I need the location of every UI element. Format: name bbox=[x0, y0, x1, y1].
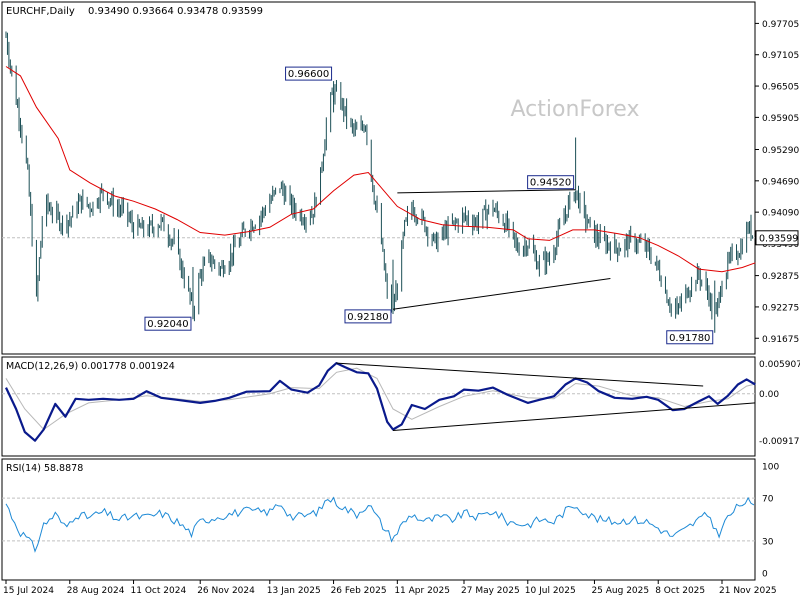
price-tick-label: 0.95290 bbox=[762, 146, 799, 156]
price-tick-label: 0.97105 bbox=[762, 51, 799, 61]
x-tick-label: 27 May 2025 bbox=[461, 586, 520, 596]
x-tick-label: 26 Nov 2024 bbox=[197, 586, 255, 596]
price-panel-frame bbox=[1, 1, 756, 355]
x-tick-label: 11 Apr 2025 bbox=[394, 586, 450, 596]
macd-panel bbox=[2, 362, 756, 442]
current-price-box bbox=[755, 230, 799, 246]
rsi-tick-label: 30 bbox=[762, 537, 774, 547]
price-candles bbox=[5, 31, 753, 333]
moving-average bbox=[5, 66, 756, 273]
x-tick-label: 8 Oct 2025 bbox=[655, 586, 705, 596]
rsi-tick-label: 70 bbox=[762, 495, 774, 505]
rsi-tick-label: 100 bbox=[762, 463, 779, 473]
x-tick-label: 21 Nov 2025 bbox=[719, 586, 777, 596]
price-tick-label: 0.92275 bbox=[762, 303, 799, 313]
annotation-box bbox=[666, 330, 714, 345]
macd-tick-label: 0.00 bbox=[759, 390, 779, 400]
macd-main-line bbox=[5, 362, 756, 442]
rsi-panel bbox=[2, 496, 755, 553]
annotation-label: 0.92040 bbox=[147, 319, 188, 330]
x-tick-label: 15 Jul 2024 bbox=[3, 586, 54, 596]
ohlc-label: 0.93490 0.93664 0.93478 0.93599 bbox=[88, 6, 263, 17]
macd-tick-label: 0.005907 bbox=[759, 360, 800, 370]
annotation-label: 0.96600 bbox=[288, 69, 329, 80]
rsi-line bbox=[5, 496, 755, 553]
price-tick-label: 0.92875 bbox=[762, 272, 799, 282]
macd-title: MACD(12,26,9) 0.001778 0.001924 bbox=[6, 361, 175, 372]
x-tick-label: 28 Aug 2024 bbox=[67, 586, 125, 596]
annotation-label: 0.91780 bbox=[669, 333, 710, 344]
x-tick-label: 13 Jan 2025 bbox=[267, 586, 321, 596]
x-tick-label: 26 Feb 2025 bbox=[331, 586, 387, 596]
x-tick-label: 11 Oct 2024 bbox=[131, 586, 187, 596]
rsi-tick-label: 0 bbox=[762, 570, 768, 580]
annotation-box bbox=[144, 316, 192, 331]
macd-tick-label: -0.009175 bbox=[759, 437, 800, 447]
x-axis-labels: 15 Jul 2024 28 Aug 2024 11 Oct 2024 26 Nov … bbox=[3, 580, 777, 596]
watermark-text: ActionForex bbox=[511, 97, 640, 122]
annotation-label: 0.94520 bbox=[530, 178, 571, 189]
annotation-box bbox=[527, 175, 575, 190]
current-price-label: 0.93599 bbox=[759, 233, 798, 244]
price-tick-label: 0.96505 bbox=[762, 83, 799, 93]
x-tick-label: 25 Aug 2025 bbox=[591, 586, 649, 596]
moving-average-line bbox=[5, 66, 756, 273]
y-axis-labels: 0.97705 0.97105 0.96505 0.95905 0.95290 0.946… bbox=[755, 20, 800, 580]
price-annotations: 0.96600 0.94520 0.92040 0.92180 0.91780 bbox=[144, 66, 714, 345]
price-trendline bbox=[397, 189, 576, 194]
price-tick-label: 0.94090 bbox=[762, 209, 799, 219]
macd-trendline bbox=[392, 402, 756, 431]
x-tick-label: 10 Jul 2025 bbox=[525, 586, 576, 596]
annotation-label: 0.92180 bbox=[347, 312, 388, 323]
price-tick-label: 0.97705 bbox=[762, 20, 799, 30]
price-tick-label: 0.94690 bbox=[762, 177, 799, 187]
macd-trendline bbox=[336, 362, 704, 387]
annotation-box bbox=[344, 309, 392, 324]
price-trendlines bbox=[392, 189, 611, 310]
symbol-label: EURCHF,Daily bbox=[6, 6, 75, 17]
price-tick-label: 0.95905 bbox=[762, 114, 799, 124]
rsi-title: RSI(14) 58.8878 bbox=[6, 463, 83, 474]
price-trendline bbox=[392, 277, 611, 310]
macd-panel-frame bbox=[1, 356, 756, 457]
annotation-box bbox=[285, 66, 333, 81]
price-tick-label: 0.91675 bbox=[762, 335, 799, 345]
